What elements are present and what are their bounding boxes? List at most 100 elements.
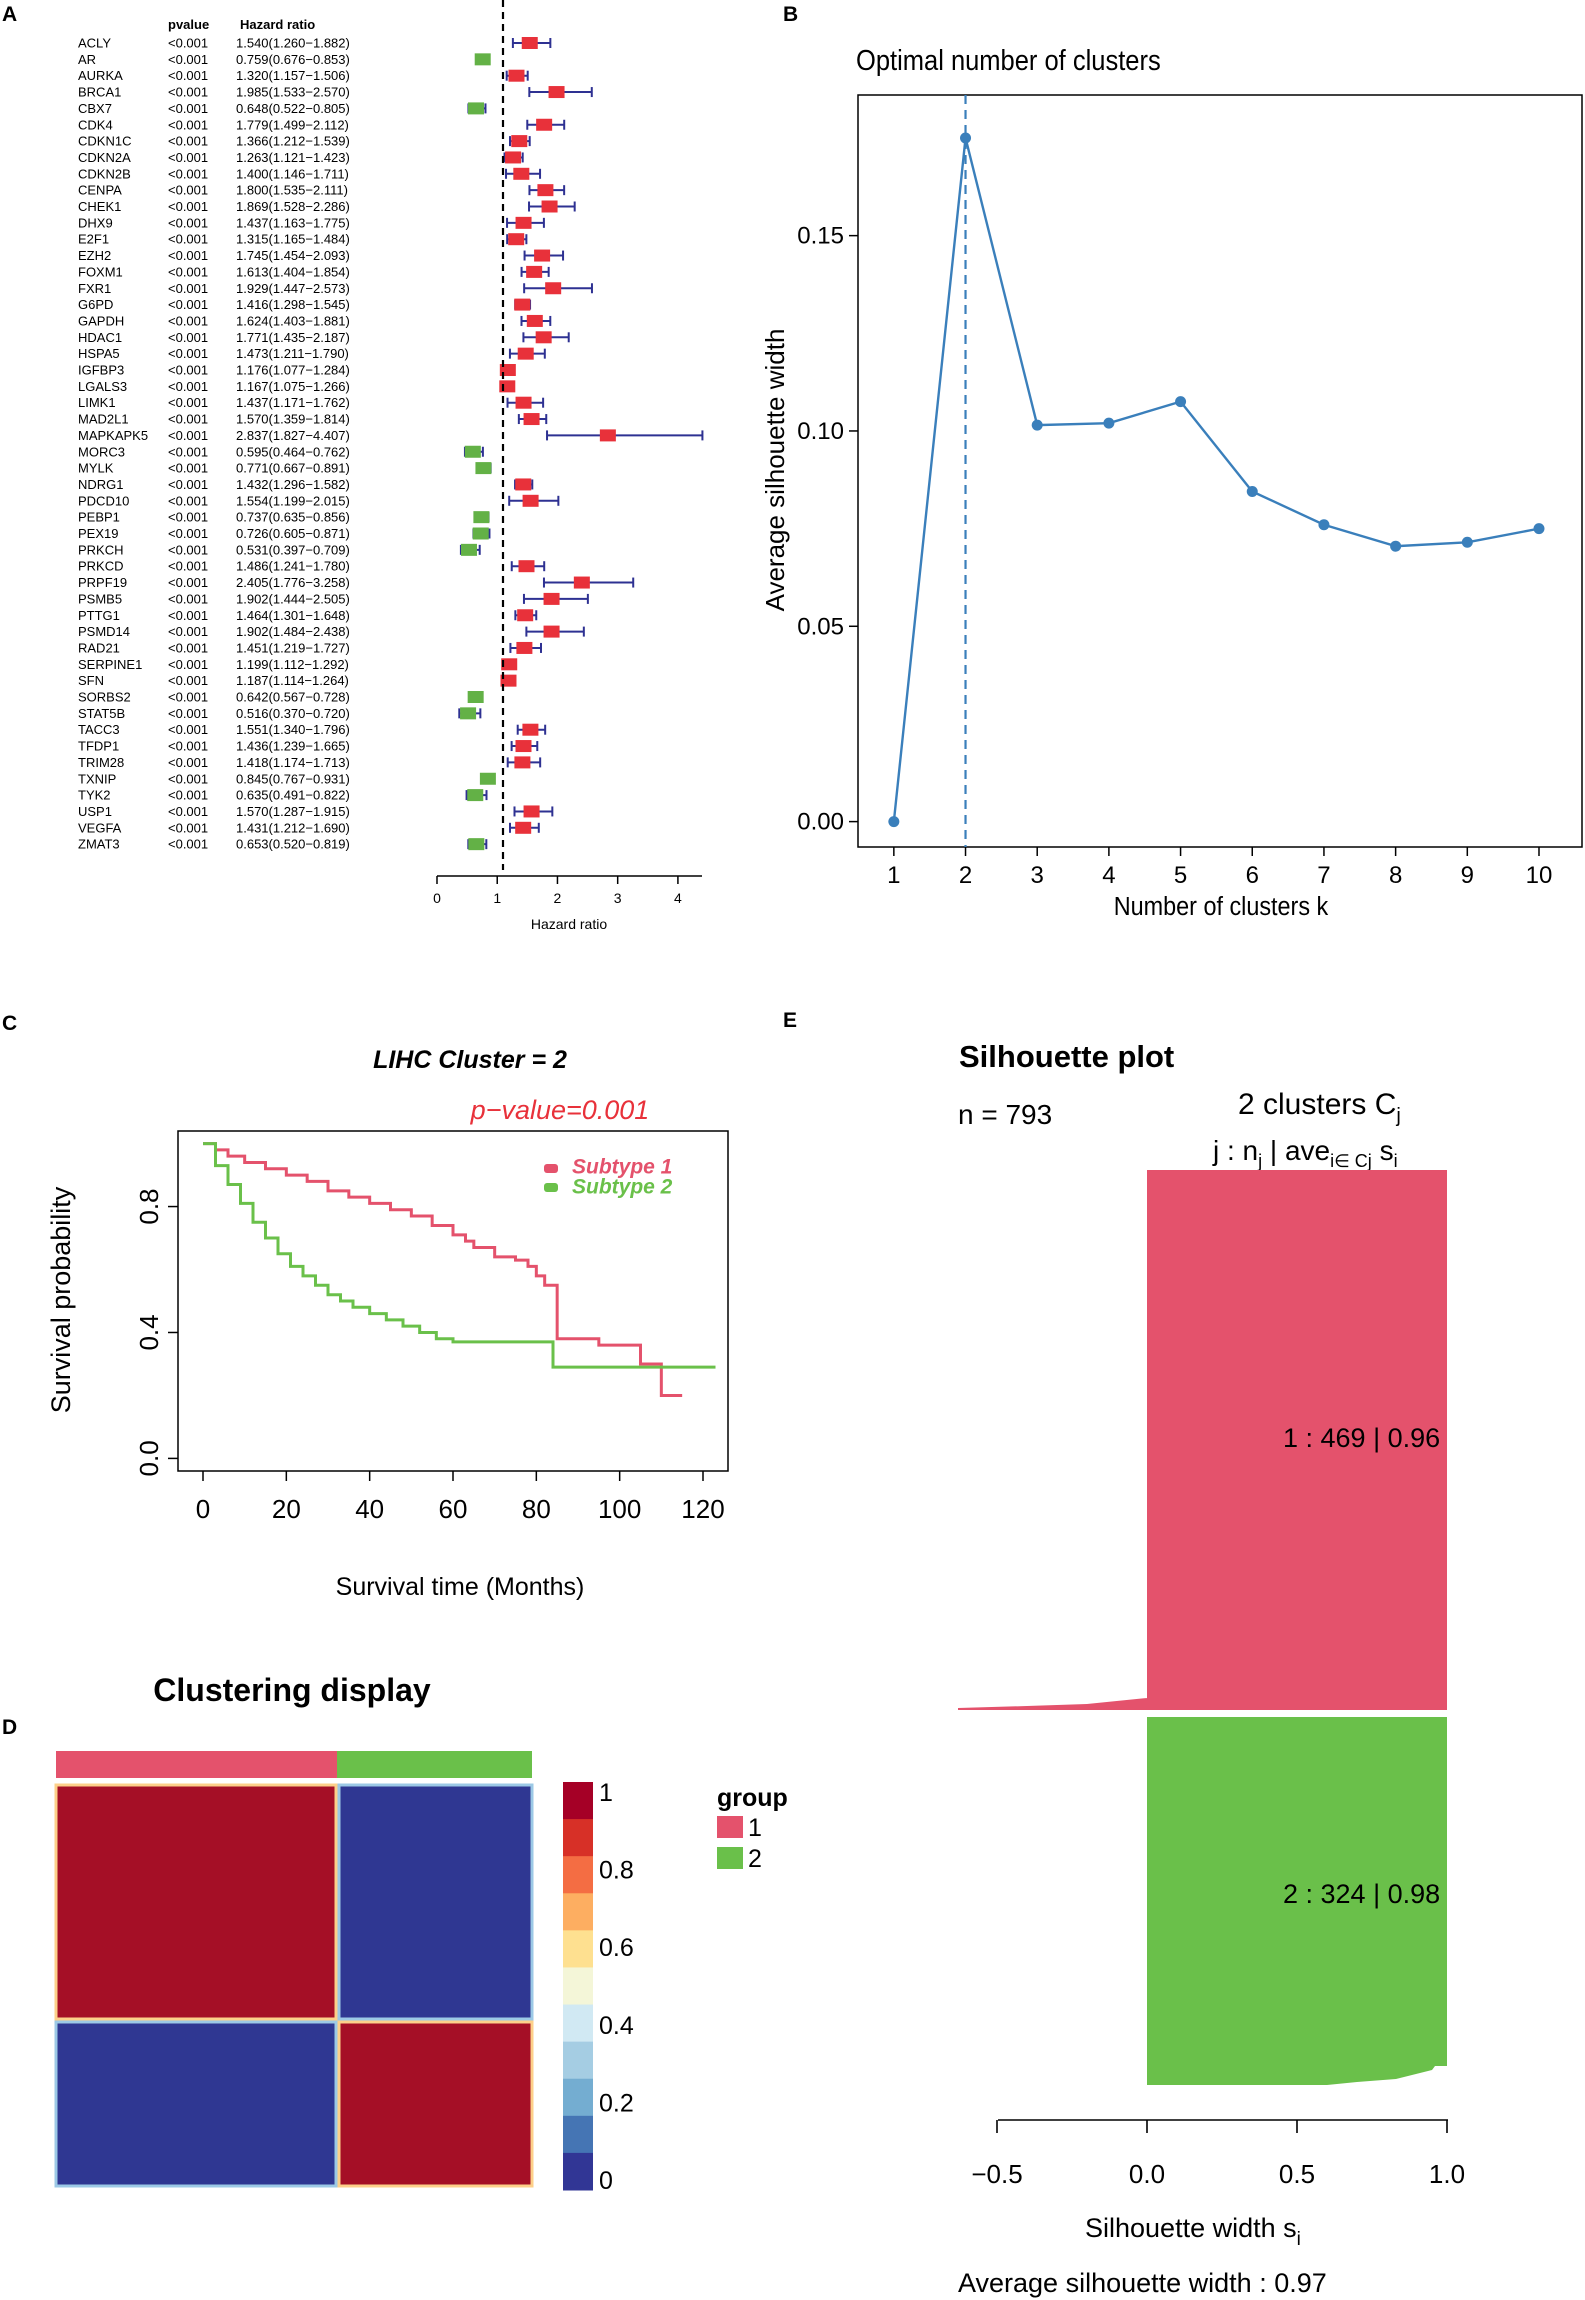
gene-label: HDAC1 [78, 330, 122, 345]
data-point [1103, 417, 1115, 429]
forest-row: MYLK <0.001 0.771(0.667−0.891) [78, 461, 492, 476]
hr-marker [515, 821, 532, 834]
p-value: <0.001 [168, 820, 208, 835]
forest-row: USP1 <0.001 1.570(1.287−1.915) [78, 804, 554, 819]
gene-label: GAPDH [78, 313, 124, 328]
hazard-ratio-text: 1.437(1.163−1.775) [236, 215, 350, 230]
gene-label: EZH2 [78, 248, 111, 263]
hazard-ratio-text: 1.473(1.211−1.790) [236, 346, 349, 361]
hr-marker [548, 86, 565, 99]
forest-row: CBX7 <0.001 0.648(0.522−0.805) [78, 101, 487, 116]
forest-row: FOXM1 <0.001 1.613(1.404−1.854) [78, 264, 550, 279]
hr-marker [467, 691, 484, 703]
legend-sub-sub: i∈ Cj [1330, 1151, 1372, 1171]
hr-marker [516, 641, 533, 654]
hazard-ratio-text: 1.570(1.359−1.814) [236, 412, 350, 427]
col-header-pvalue: pvalue [168, 17, 209, 32]
hazard-ratio-text: 1.437(1.171−1.762) [236, 395, 350, 410]
data-point [1031, 419, 1043, 431]
data-point [1246, 486, 1258, 498]
p-value: <0.001 [168, 232, 208, 247]
hazard-ratio-text: 1.800(1.535−2.111) [236, 183, 348, 198]
p-value: <0.001 [168, 510, 208, 525]
hazard-ratio-text: 1.400(1.146−1.711) [236, 166, 349, 181]
forest-row: VEGFA <0.001 1.431(1.212−1.690) [78, 820, 540, 835]
hr-marker [514, 298, 531, 311]
forest-row: ZMAT3 <0.001 0.653(0.520−0.819) [78, 837, 488, 852]
p-value: <0.001 [168, 379, 208, 394]
p-value: <0.001 [168, 640, 208, 655]
legend-swatch-group-1 [717, 1816, 743, 1838]
color-scale-step [563, 2152, 593, 2191]
p-value: <0.001 [168, 85, 208, 100]
color-scale-step [563, 1782, 593, 1820]
panel-letter-b: B [783, 3, 798, 26]
hr-marker [543, 592, 560, 605]
legend-sub-j: j [1257, 1151, 1262, 1171]
forest-row: FXR1 <0.001 1.929(1.447−2.573) [78, 281, 593, 296]
gene-label: G6PD [78, 297, 113, 312]
hr-marker [473, 511, 490, 524]
y-tick-label: 0.0 [134, 1440, 164, 1476]
y-tick-label: 0.8 [134, 1188, 164, 1224]
hazard-ratio-text: 1.199(1.112−1.292) [236, 657, 349, 672]
forest-row: TRIM28 <0.001 1.418(1.174−1.713) [78, 755, 542, 770]
hr-marker [523, 805, 540, 818]
forest-row: HSPA5 <0.001 1.473(1.211−1.790) [78, 346, 546, 361]
forest-row: EZH2 <0.001 1.745(1.454−2.093) [78, 248, 565, 263]
color-scale-step [563, 2115, 593, 2154]
silhouette-title: Silhouette plot [959, 1039, 1174, 1074]
gene-label: MAPKAPK5 [78, 428, 148, 443]
chart-title: LIHC Cluster = 2 [373, 1046, 567, 1074]
hr-marker [522, 723, 539, 736]
hazard-ratio-text: 1.554(1.199−2.015) [236, 493, 350, 508]
color-scale-tick-label: 1 [599, 1779, 613, 1807]
hr-marker [468, 102, 485, 115]
hr-marker [536, 118, 553, 131]
hr-marker [515, 396, 532, 409]
hazard-ratio-text: 1.167(1.075−1.266) [236, 379, 350, 394]
heatmap-block-1-2 [337, 1783, 534, 2021]
forest-row: PTTG1 <0.001 1.464(1.301−1.648) [78, 608, 538, 623]
x-tick-label: 20 [272, 1494, 301, 1524]
hr-marker [515, 478, 532, 491]
gene-label: HSPA5 [78, 346, 120, 361]
hr-marker [599, 429, 616, 442]
hr-marker [521, 37, 538, 49]
hazard-ratio-text: 0.653(0.520−0.819) [236, 837, 350, 852]
gene-label: CBX7 [78, 101, 112, 116]
hazard-ratio-text: 0.531(0.397−0.709) [236, 542, 350, 557]
panel-letter-d: D [2, 1716, 17, 1739]
plot-frame [857, 94, 1583, 848]
gene-label: CDKN1C [78, 134, 131, 149]
gene-label: CHEK1 [78, 199, 121, 214]
gene-label: TFDP1 [78, 739, 119, 754]
heatmap-block-1-1 [54, 1783, 338, 2021]
p-value: <0.001 [168, 755, 208, 770]
gene-label: BRCA1 [78, 85, 121, 100]
col-header-hazard-ratio: Hazard ratio [240, 17, 315, 32]
forest-row: PRKCD <0.001 1.486(1.241−1.780) [78, 559, 546, 574]
forest-row: CENPA <0.001 1.800(1.535−2.111) [78, 183, 566, 198]
hr-marker [517, 347, 534, 360]
hr-marker [499, 380, 516, 393]
data-point [1461, 536, 1473, 548]
gene-label: TACC3 [78, 722, 120, 737]
y-tick-label: 0.10 [797, 418, 844, 445]
forest-row: PSMD14 <0.001 1.902(1.484−2.438) [78, 624, 585, 639]
hazard-ratio-text: 1.431(1.212−1.690) [236, 820, 350, 835]
gene-label: AR [78, 52, 96, 67]
hr-marker [515, 740, 532, 753]
hr-marker [573, 576, 590, 589]
color-scale-tick-label: 0.6 [599, 1934, 634, 1962]
panel-letter-e: E [783, 1009, 797, 1032]
forest-row: SFN <0.001 1.187(1.114−1.264) [78, 673, 517, 688]
y-axis-label: Average silhouette width [760, 329, 790, 612]
y-tick-label: 0.05 [797, 613, 844, 640]
hr-marker [526, 314, 543, 327]
series-line-subtype-1 [203, 1142, 683, 1397]
silhouette-line [892, 137, 1540, 822]
color-scale-step [563, 1967, 593, 2006]
data-point [888, 816, 900, 828]
hazard-ratio-text: 1.432(1.296−1.582) [236, 477, 350, 492]
